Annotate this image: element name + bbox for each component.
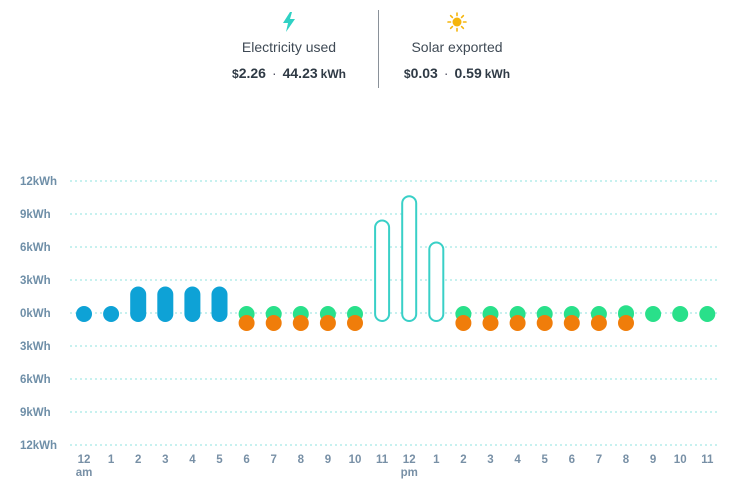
bar-teal-outline-13[interactable] [428,241,445,322]
bar-green-filled-23[interactable] [699,306,716,322]
bar-green-filled-22[interactable] [672,306,689,322]
y-tick-label: 6kWh [20,374,51,386]
x-tick-label: 2 [135,454,141,466]
bar-orange-filled-10[interactable] [347,315,363,331]
currency-symbol: $ [232,67,239,81]
value-separator: · [443,65,449,81]
x-tick-label: 12 [403,454,416,466]
bar-orange-filled-9[interactable] [319,315,336,331]
x-tick-label: 11 [376,454,389,466]
electricity-energy: 44.23 [282,65,318,81]
bar-orange-filled-15[interactable] [482,315,499,331]
x-tick-label: 3 [487,454,493,466]
bar-orange-filled-16[interactable] [509,315,526,331]
bar-orange-filled-8[interactable] [292,315,309,331]
x-tick-label: 3 [162,454,168,466]
electricity-used-label: Electricity used [241,39,337,55]
bar-orange-filled-7[interactable] [265,315,282,331]
period-label: pm [401,467,418,479]
solar-exported-label: Solar exported [411,39,503,55]
x-tick-label: 4 [189,454,196,466]
electricity-used-stat: Electricity used $2.26 · 44.23 kWh [194,10,384,82]
x-tick-label: 6 [243,454,249,466]
bar-orange-filled-14[interactable] [455,315,472,331]
bar-blue-filled-5[interactable] [211,286,228,323]
x-tick-label: 12 [78,454,91,466]
y-tick-label: 9kWh [20,407,51,419]
y-tick-label: 3kWh [20,341,51,353]
x-tick-label: 1 [108,454,115,466]
bar-teal-outline-12[interactable] [401,195,418,322]
usage-summary: Electricity used $2.26 · 44.23 kWh Solar ex… [0,10,739,90]
x-tick-label: 7 [270,454,276,466]
solar-energy: 0.59 [454,65,482,81]
bar-blue-filled-0[interactable] [76,306,92,322]
y-tick-label: 9kWh [20,209,51,221]
solar-exported-stat: Solar exported $0.03 · 0.59 kWh [362,10,552,82]
bar-orange-filled-20[interactable] [618,315,634,331]
y-tick-label: 12kWh [20,440,57,452]
bar-orange-filled-17[interactable] [536,315,553,331]
x-tick-label: 5 [216,454,223,466]
x-tick-label: 8 [623,454,630,466]
electricity-used-value: $2.26 · 44.23 kWh [194,64,384,82]
y-tick-label: 6kWh [20,242,51,254]
x-tick-label: 1 [433,454,440,466]
sun-icon [362,10,552,34]
x-tick-label: 6 [569,454,575,466]
x-tick-label: 9 [650,454,656,466]
x-tick-label: 7 [596,454,602,466]
x-tick-label: 11 [701,454,714,466]
bar-blue-filled-2[interactable] [130,286,147,323]
electricity-cost: 2.26 [238,65,266,81]
summary-divider [378,10,379,88]
lightning-icon [194,10,384,34]
x-tick-label: 10 [349,454,362,466]
hourly-energy-chart: 12kWh9kWh6kWh3kWh0kWh3kWh6kWh9kWh12kWh12… [20,176,718,479]
bar-orange-filled-18[interactable] [563,315,580,331]
bar-green-filled-21[interactable] [645,306,662,322]
value-separator: · [271,65,277,81]
y-tick-label: 3kWh [20,275,51,287]
x-tick-label: 10 [674,454,687,466]
y-tick-label: 12kWh [20,176,57,188]
x-tick-label: 9 [325,454,331,466]
x-tick-label: 8 [298,454,305,466]
x-tick-label: 2 [460,454,466,466]
bar-orange-filled-19[interactable] [590,315,607,331]
x-tick-label: 5 [541,454,548,466]
bar-blue-filled-4[interactable] [184,286,201,323]
energy-unit: kWh [484,67,511,81]
bar-orange-filled-6[interactable] [238,315,255,331]
currency-symbol: $ [403,67,411,81]
period-label: am [76,467,93,479]
x-tick-label: 4 [514,454,521,466]
bar-blue-filled-3[interactable] [157,286,174,323]
y-tick-label: 0kWh [20,308,51,320]
energy-unit: kWh [320,67,346,81]
solar-cost: 0.03 [410,65,438,81]
solar-exported-value: $0.03 · 0.59 kWh [362,64,552,82]
bar-teal-outline-11[interactable] [374,219,391,322]
bar-blue-filled-1[interactable] [103,306,120,322]
